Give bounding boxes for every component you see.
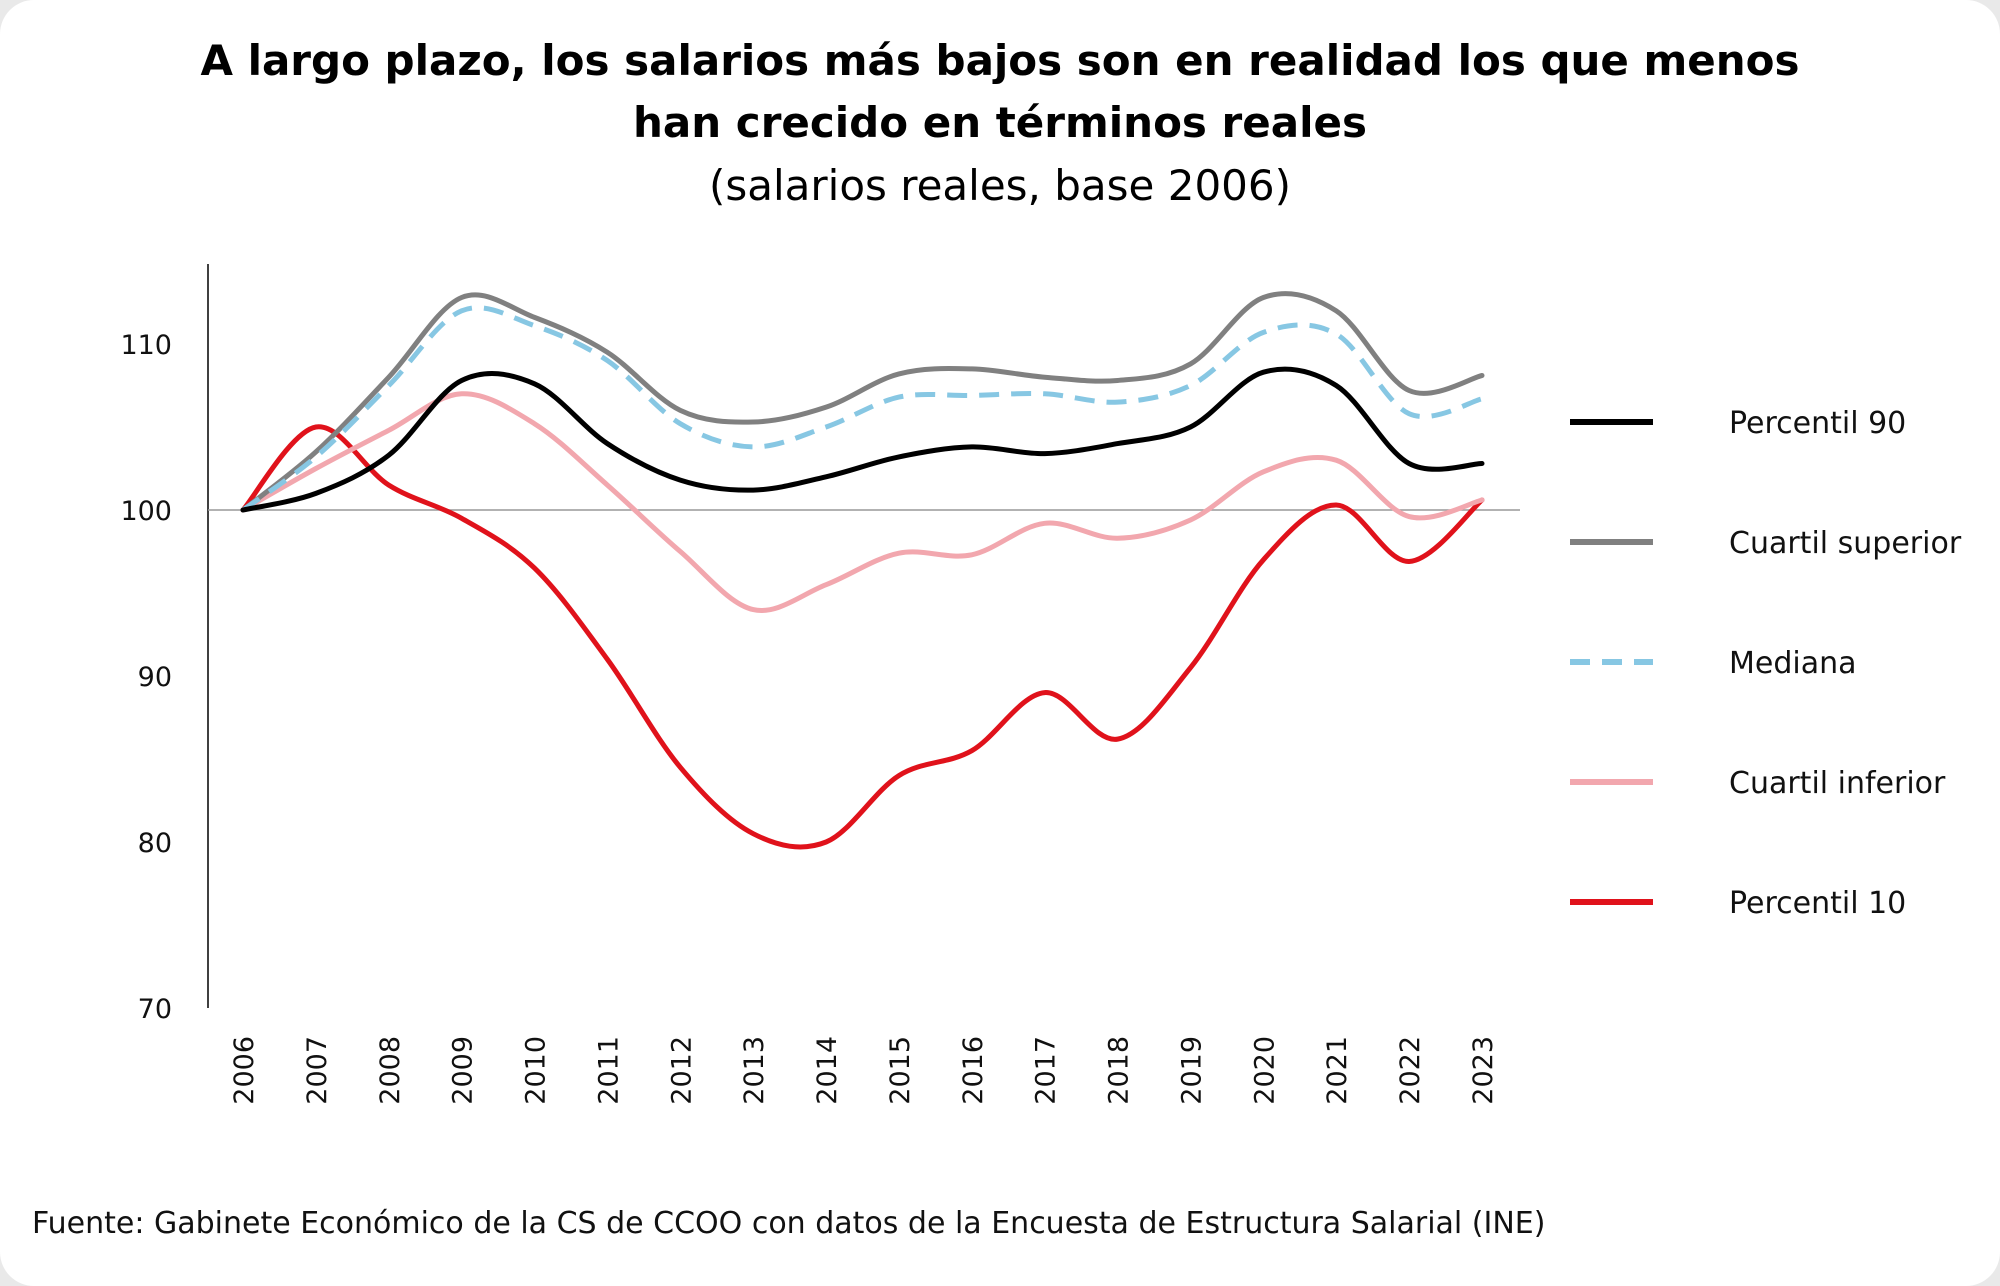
x-tick-label: 2013 xyxy=(739,1036,770,1105)
legend-label-percentil-90: Percentil 90 xyxy=(1729,406,1906,441)
y-tick-label: 90 xyxy=(138,662,172,693)
chart-legend: Percentil 90 Cuartil superior Mediana Cuart… xyxy=(1570,406,1962,921)
series-line-cuartil-inferior xyxy=(240,391,1485,613)
x-tick-label: 2011 xyxy=(593,1036,624,1105)
x-tick-label: 2007 xyxy=(302,1036,333,1105)
chart-subtitle: (salarios reales, base 2006) xyxy=(708,161,1292,210)
x-tick-label: 2012 xyxy=(666,1036,697,1105)
x-tick-label: 2022 xyxy=(1395,1036,1426,1105)
y-tick-label: 100 xyxy=(120,496,172,527)
x-tick-label: 2021 xyxy=(1322,1036,1353,1105)
x-tick-label: 2009 xyxy=(448,1036,479,1105)
series-layer xyxy=(240,291,1485,850)
legend-label-mediana: Mediana xyxy=(1729,646,1857,681)
y-tick-label: 80 xyxy=(138,828,172,859)
x-tick-label: 2008 xyxy=(375,1036,406,1105)
series-line-cuartil-superior xyxy=(240,291,1485,513)
series-line-mediana xyxy=(241,305,1483,513)
x-tick-label: 2016 xyxy=(958,1036,989,1105)
x-tick-label: 2010 xyxy=(521,1036,552,1105)
y-tick-label: 110 xyxy=(120,330,172,361)
chart-title-block: A largo plazo, los salarios más bajos so… xyxy=(0,30,2000,218)
chart-title-line-1: A largo plazo, los salarios más bajos so… xyxy=(200,36,1800,85)
legend-label-percentil-10: Percentil 10 xyxy=(1729,886,1906,921)
series-line-percentil-90 xyxy=(240,366,1485,513)
x-tick-label: 2020 xyxy=(1249,1036,1280,1105)
series-line-percentil-10 xyxy=(240,424,1485,850)
y-tick-label: 70 xyxy=(138,994,172,1025)
legend-label-cuartil-superior: Cuartil superior xyxy=(1729,526,1962,561)
x-tick-label: 2017 xyxy=(1031,1036,1062,1105)
x-tick-label: 2023 xyxy=(1468,1036,1499,1105)
x-tick-label: 2018 xyxy=(1104,1036,1135,1105)
legend-label-cuartil-inferior: Cuartil inferior xyxy=(1729,766,1946,801)
x-tick-label: 2014 xyxy=(812,1036,843,1105)
x-tick-label: 2006 xyxy=(229,1036,260,1105)
x-tick-label: 2019 xyxy=(1176,1036,1207,1105)
source-note: Fuente: Gabinete Económico de la CS de C… xyxy=(32,1206,1546,1241)
x-tick-label: 2015 xyxy=(885,1036,916,1105)
chart-axes: 70 80 90 100 110 2006 2007 2008 2009 2010 2011 2012… xyxy=(120,264,1520,1105)
chart-title-line-2: han crecido en términos reales xyxy=(633,98,1367,147)
